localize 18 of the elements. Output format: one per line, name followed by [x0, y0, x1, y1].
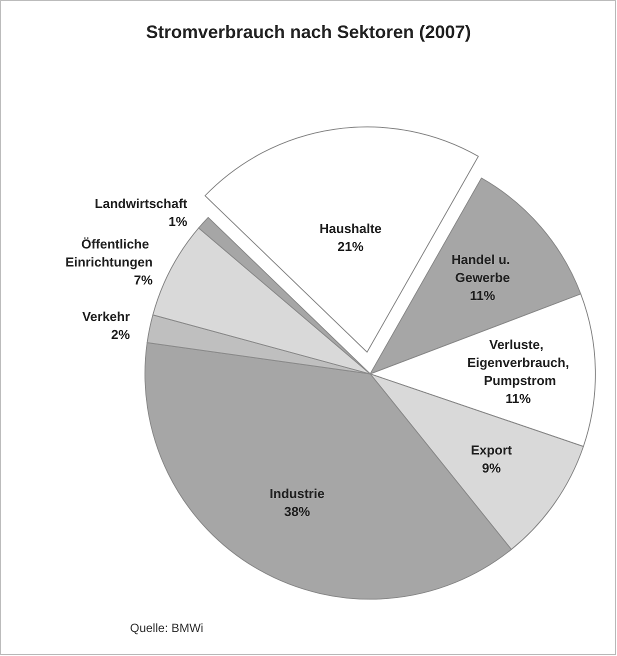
data-label: 9% [482, 460, 502, 476]
data-label: 21% [338, 239, 364, 254]
data-label: 7% [134, 272, 154, 288]
chart-title: Stromverbrauch nach Sektoren (2007) [146, 22, 472, 42]
slice-label: Handel u. Gewerbe [451, 252, 514, 286]
slice-label: Export [470, 442, 513, 458]
slice-label: Haushalte [320, 221, 382, 236]
source-note: Quelle: BMWi [130, 621, 204, 635]
slice-label: Öffentliche Einrichtungen [65, 236, 153, 270]
slice-label: Verluste, Eigenverbrauch, Pumpstrom [467, 336, 570, 388]
data-label: 1% [168, 214, 188, 230]
data-label: 11% [470, 288, 496, 304]
slice-label: Industrie [270, 486, 325, 502]
slice-label: Landwirtschaft [94, 196, 188, 212]
data-label: 38% [284, 504, 311, 520]
data-label: 11% [505, 390, 532, 406]
data-label: 2% [111, 327, 130, 342]
slice-label: Verkehr [82, 309, 130, 324]
